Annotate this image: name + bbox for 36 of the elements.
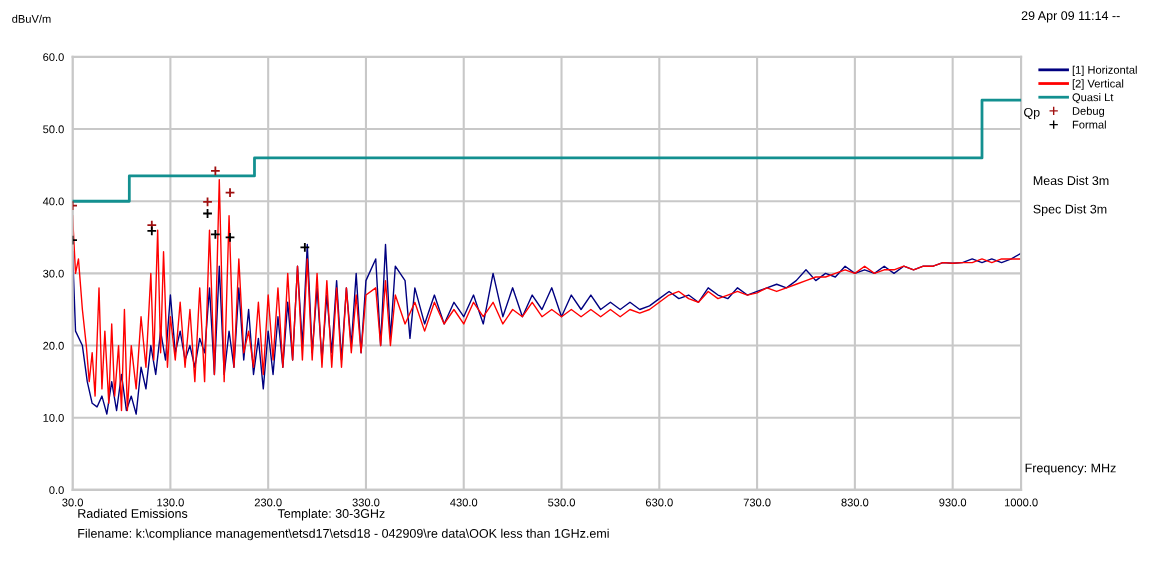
y-tick-label: 50.0	[43, 125, 64, 134]
x-tick-label: 730.0	[743, 498, 771, 507]
y-tick-label: 0.0	[49, 486, 64, 495]
y-tick-label: 60.0	[43, 53, 64, 62]
legend-label: [1] Horizontal	[1072, 65, 1137, 77]
y-tick-label: 20.0	[43, 341, 64, 350]
x-tick-label: 330.0	[352, 498, 380, 507]
text: Filename: k:\compliance management\etsd17\etsd18 - 042909\re data\OOK less than 1GHz.emi	[78, 528, 609, 541]
y-axis-title: dBuV/m	[12, 14, 51, 23]
legend-label: Formal	[1072, 120, 1106, 129]
text: 29 Apr 09 11:14 --	[1021, 11, 1120, 23]
text: Qp	[1024, 107, 1040, 120]
y-tick-label: 40.0	[42, 197, 64, 206]
text: Meas Dist 3m	[1033, 175, 1109, 186]
legend-label: Debug	[1072, 106, 1105, 118]
line-series	[72, 178, 1022, 412]
point	[146, 225, 158, 237]
x-tick-label: 830.0	[841, 498, 869, 507]
x-tick-label: 1000.0	[1004, 498, 1038, 507]
x-tick-label: 230.0	[254, 498, 282, 507]
x-axis-title: Frequency: MHz	[1025, 463, 1116, 475]
y-tick-label: 10.0	[43, 414, 64, 422]
text: Spec Dist 3m	[1033, 204, 1107, 216]
text: Template: 30-3GHz	[277, 508, 385, 521]
legend-label: [2] Vertical	[1072, 79, 1124, 90]
point	[224, 232, 236, 243]
x-tick-label: 30.0	[62, 498, 83, 507]
point	[210, 165, 221, 177]
y-tick-label: 30.0	[43, 269, 64, 278]
text: Radiated Emissions	[78, 508, 188, 518]
x-tick-label: 430.0	[450, 498, 478, 507]
x-tick-label: 630.0	[645, 498, 673, 507]
x-tick-label: 930.0	[939, 498, 967, 507]
x-tick-label: 130.0	[157, 498, 184, 507]
x-tick-label: 530.0	[548, 498, 575, 507]
legend-label: Quasi Lt	[1072, 93, 1114, 104]
